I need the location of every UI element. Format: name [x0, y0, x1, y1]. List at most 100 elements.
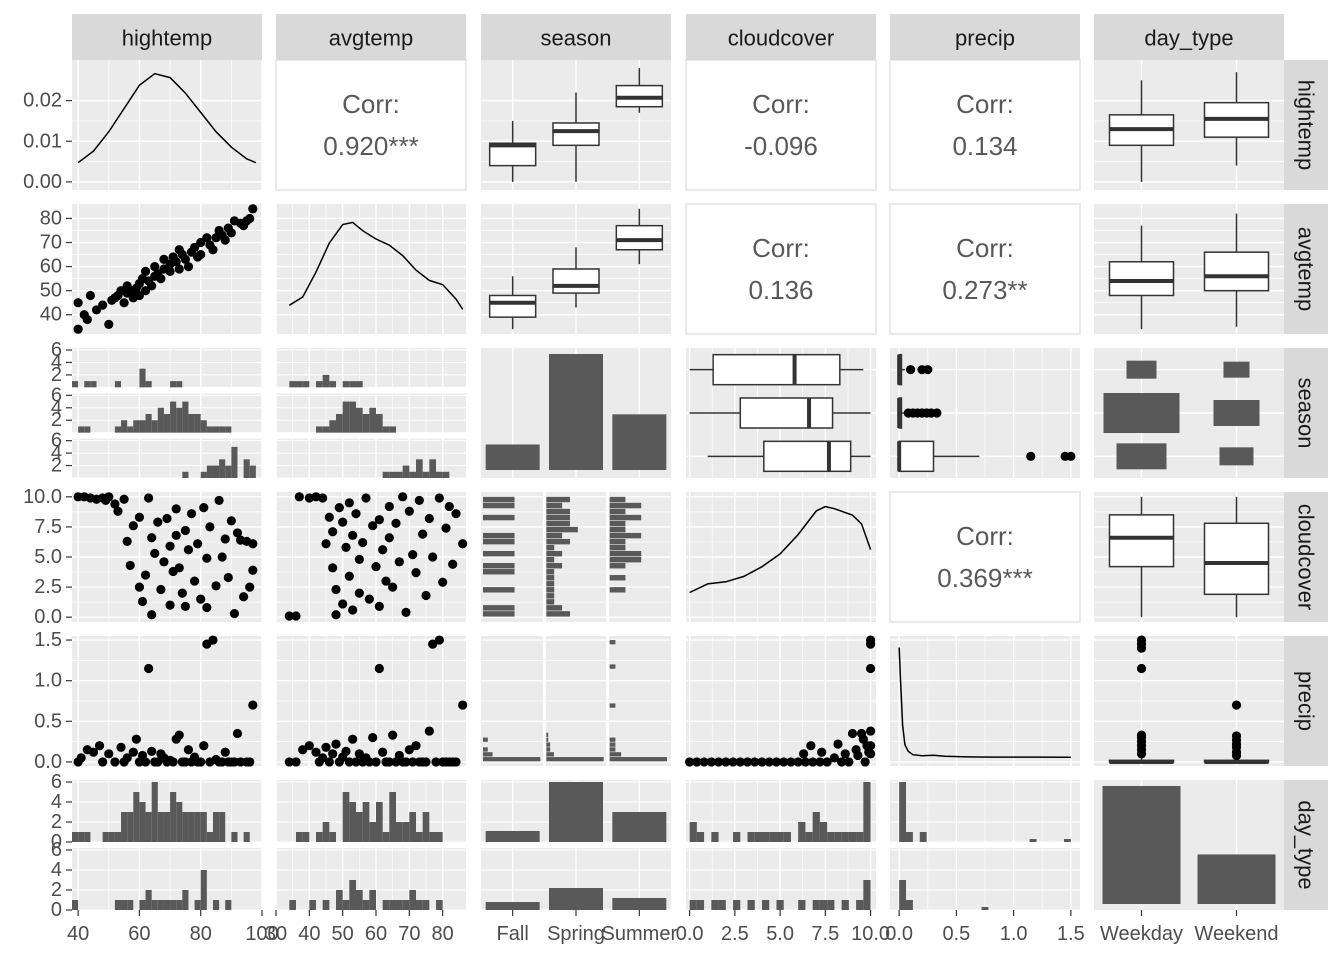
hist-bar [483, 496, 515, 503]
scatter-point [750, 757, 760, 767]
hist-bar [483, 752, 493, 757]
hist-bar [72, 832, 79, 842]
scatter-point [104, 492, 114, 502]
scatter-point [220, 747, 230, 757]
scatter-point [180, 525, 190, 536]
x-tick-label: 0.0 [885, 923, 913, 945]
scatter-point [364, 757, 374, 767]
box-body [488, 142, 537, 167]
scatter-point [324, 512, 334, 522]
hist-bar [906, 900, 913, 910]
scatter-point [354, 588, 364, 598]
scatter-point [199, 503, 209, 513]
scatter-point [331, 584, 341, 595]
scatter-point [294, 492, 304, 502]
hist-bar [546, 563, 563, 569]
y-tick-label: 10.0 [23, 486, 62, 508]
scatter-point [388, 582, 398, 592]
scatter-point [434, 493, 444, 503]
y-tick-label: 7.5 [34, 516, 62, 538]
hist-bar [342, 792, 350, 842]
hist-bar [182, 401, 189, 433]
scatter-point [128, 521, 138, 531]
scatter-point [381, 576, 391, 586]
scatter-point [208, 245, 218, 255]
scatter-point [374, 515, 384, 525]
hist-bar [212, 426, 220, 433]
hist-bar [108, 832, 115, 842]
x-tick-label: 0.0 [676, 923, 704, 945]
scatter-point [134, 512, 145, 522]
hist-bar [856, 900, 864, 910]
hist-bar [127, 812, 134, 842]
hist-bar [336, 890, 343, 910]
strip-top-avgtemp [276, 14, 466, 60]
tile [1116, 443, 1167, 470]
hist-bar [157, 900, 164, 910]
hist-bar [402, 465, 410, 478]
scatter-point [321, 742, 331, 752]
scatter-point [865, 635, 876, 645]
y-tick-label: 2 [51, 455, 62, 477]
scatter-point [85, 290, 95, 301]
scatter-point [88, 747, 99, 757]
hist-bar [546, 599, 555, 605]
hist-bar [483, 563, 515, 569]
box-outlier [906, 365, 916, 375]
scatter-point [444, 501, 454, 512]
scatter-point [174, 730, 184, 740]
facet-gap [890, 842, 1080, 848]
scatter-point [202, 233, 212, 243]
scatter-point [434, 635, 444, 645]
corr-label: Corr: [956, 89, 1014, 119]
hist-bar [376, 802, 383, 842]
hist-bar [827, 900, 835, 910]
hist-bar [436, 832, 443, 842]
strip-right-cloudcover [1284, 492, 1328, 622]
scatter-point [384, 757, 394, 767]
scatter-point [424, 726, 434, 736]
hist-bar [609, 514, 642, 521]
strip-right-avgtemp [1284, 204, 1328, 334]
box-outlier [1136, 635, 1147, 645]
scatter-point [808, 757, 818, 767]
scatter-point [853, 750, 863, 761]
x-tick-label: 50 [332, 923, 354, 945]
hist-bar [356, 890, 363, 910]
hist-bar [483, 757, 541, 762]
scatter-point [94, 741, 105, 751]
hist-bar [609, 563, 626, 569]
scatter-point [428, 552, 438, 562]
hist-bar [78, 832, 85, 842]
y-tick-label: 40 [40, 304, 62, 326]
hist-bar [296, 381, 303, 388]
hist-bar [219, 459, 226, 478]
hist-bar [483, 502, 515, 509]
hist-bar [776, 832, 784, 842]
scatter-point [344, 757, 354, 767]
hist-bar [139, 900, 146, 910]
strip-right-label: avgtemp [1294, 227, 1319, 311]
strip-right-day_type [1284, 780, 1328, 910]
panel-bg [276, 204, 466, 334]
scatter-point [699, 757, 709, 767]
scatter-point [165, 541, 175, 551]
scatter-point [458, 539, 468, 549]
scatter-point [245, 582, 255, 592]
box-body [1203, 522, 1270, 596]
x-tick-label: 80 [432, 923, 454, 945]
scatter-point [384, 501, 394, 512]
hist-bar [356, 407, 363, 433]
hist-bar [121, 900, 128, 910]
tile [1126, 360, 1157, 379]
hist-bar [483, 550, 515, 557]
scatter-point [156, 584, 166, 595]
hist-bar [212, 465, 220, 478]
scatter-point [421, 757, 431, 767]
hist-bar [436, 900, 443, 910]
scatter-point [358, 537, 368, 548]
hist-bar [133, 792, 140, 842]
scatter-point [174, 264, 184, 274]
hist-bar [546, 526, 578, 533]
hist-bar [176, 802, 183, 842]
